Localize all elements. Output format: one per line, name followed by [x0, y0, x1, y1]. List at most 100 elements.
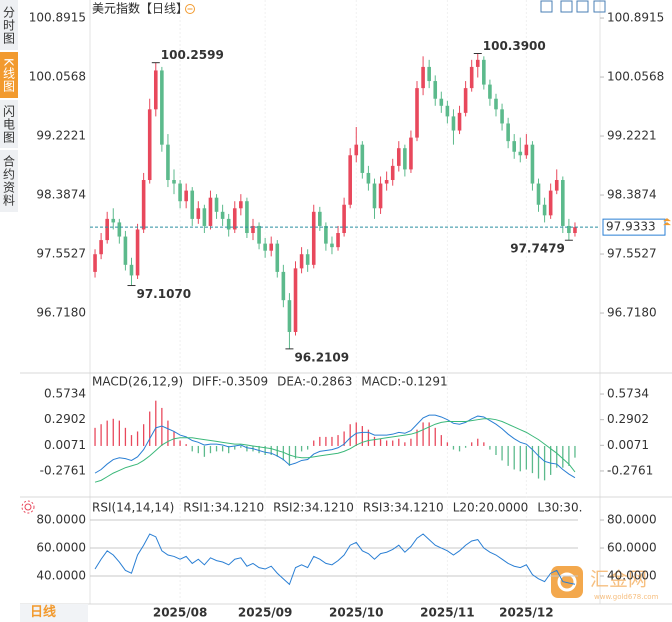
legend-entry: L20:20.0000 [453, 501, 529, 515]
candle-body [530, 144, 535, 184]
candle-body [190, 190, 195, 219]
y-tick-label-right: 60.0000 [607, 541, 657, 555]
candle-body [494, 98, 498, 110]
candle-body [415, 88, 419, 138]
period-label: 【日线】 [140, 2, 188, 16]
candle-body [518, 151, 523, 156]
legend-entry: DEA:-0.2863 [277, 375, 352, 389]
candle-body [293, 268, 298, 332]
y-tick-label: 96.7180 [36, 306, 86, 320]
candle-body [141, 180, 146, 230]
legend-entry: DIFF:-0.3509 [192, 375, 268, 389]
candle-body [226, 218, 231, 230]
candle-body [160, 70, 164, 145]
candle-body [378, 183, 383, 209]
candle-body [330, 243, 334, 248]
y-tick-label: 97.5527 [36, 247, 86, 261]
legend-entry: RSI1:34.1210 [183, 501, 264, 515]
candle-body [123, 236, 128, 265]
candle-body [263, 243, 267, 251]
watermark-text: 汇金网 [590, 569, 647, 591]
candle-body [214, 197, 219, 212]
zoom-out-icon[interactable] [185, 4, 195, 14]
candle-body [184, 190, 188, 202]
candle-body [506, 123, 510, 142]
candle-body [251, 225, 255, 234]
candle-body [220, 211, 225, 219]
y-tick-label-right: -0.2761 [607, 463, 653, 477]
y-tick-label-right: 0.2902 [607, 412, 649, 426]
candle-body [360, 144, 365, 173]
candle-body [111, 218, 116, 223]
tool-button[interactable] [560, 0, 573, 13]
tool-button[interactable] [593, 0, 606, 13]
candle-body [366, 172, 371, 184]
legend-entry: RSI(14,14,14) [92, 501, 174, 515]
period-button[interactable]: 日线 [20, 604, 88, 622]
y-tick-label: 0.2902 [44, 412, 86, 426]
candle-body [324, 225, 328, 244]
candle-body [542, 204, 547, 216]
series-line [94, 533, 576, 586]
candle-body [178, 183, 182, 202]
candle-body [245, 201, 249, 234]
extreme-label: 97.7479 [510, 242, 565, 256]
x-tick-label: 2025/08 [153, 606, 207, 620]
legend-entry: MACD(26,12,9) [92, 375, 183, 389]
candle-body [554, 180, 559, 191]
tab[interactable]: 闪电图 [0, 100, 18, 148]
y-tick-label-right: 98.3874 [607, 188, 657, 202]
tab[interactable]: K线图 [0, 52, 18, 98]
y-tick-label-right: 0.5734 [607, 387, 649, 401]
candle-body [232, 208, 237, 230]
candle-body [287, 300, 292, 332]
candle-body [409, 137, 413, 170]
candle-body [318, 211, 322, 226]
candle-body [117, 222, 122, 237]
candle-body [196, 208, 201, 219]
y-tick-label: 40.0000 [36, 569, 86, 583]
y-tick-label: 60.0000 [36, 541, 86, 555]
y-tick-label: 100.8915 [29, 11, 86, 25]
candle-body [239, 201, 243, 209]
y-tick-label-right: 97.5527 [607, 247, 657, 261]
y-tick-label-right: 100.8915 [607, 11, 664, 25]
y-tick-label-right: 0.0071 [607, 438, 649, 452]
y-tick-label: 0.0071 [44, 438, 86, 452]
candle-body [482, 59, 486, 85]
tab[interactable]: 分时图 [0, 0, 18, 50]
y-tick-label-right: 100.0568 [607, 70, 664, 84]
candle-body [354, 144, 359, 156]
candle-body [469, 66, 474, 89]
candle-body [561, 180, 565, 226]
candle-body [93, 254, 97, 272]
candle-body [336, 233, 340, 248]
candle-body [372, 183, 377, 209]
tool-button[interactable] [540, 0, 553, 13]
candle-body [166, 144, 170, 181]
legend-entry: RSI3:34.1210 [363, 501, 444, 515]
candle-body [396, 148, 401, 166]
candle-body [135, 229, 140, 276]
y-tick-label-right: 80.0000 [607, 513, 657, 527]
x-tick-label: 2025/11 [420, 606, 474, 620]
legend-entry: MACD:-0.1291 [361, 375, 447, 389]
extreme-label: 96.2109 [294, 350, 349, 364]
candle-body [512, 141, 517, 152]
candle-body [305, 254, 310, 265]
candle-body [99, 240, 103, 255]
candle-body [202, 208, 207, 226]
tab[interactable]: 合约资料 [0, 150, 18, 212]
y-tick-label: 100.0568 [29, 70, 86, 84]
watermark-logo [557, 572, 577, 592]
candle-body [536, 183, 541, 205]
settings-icon[interactable] [21, 500, 35, 514]
last-price-label: 97.9333 [606, 220, 656, 234]
tool-button[interactable] [576, 0, 589, 13]
candle-body [451, 116, 456, 131]
candle-body [403, 148, 407, 170]
candle-body [275, 243, 280, 272]
candle-body [524, 144, 529, 156]
